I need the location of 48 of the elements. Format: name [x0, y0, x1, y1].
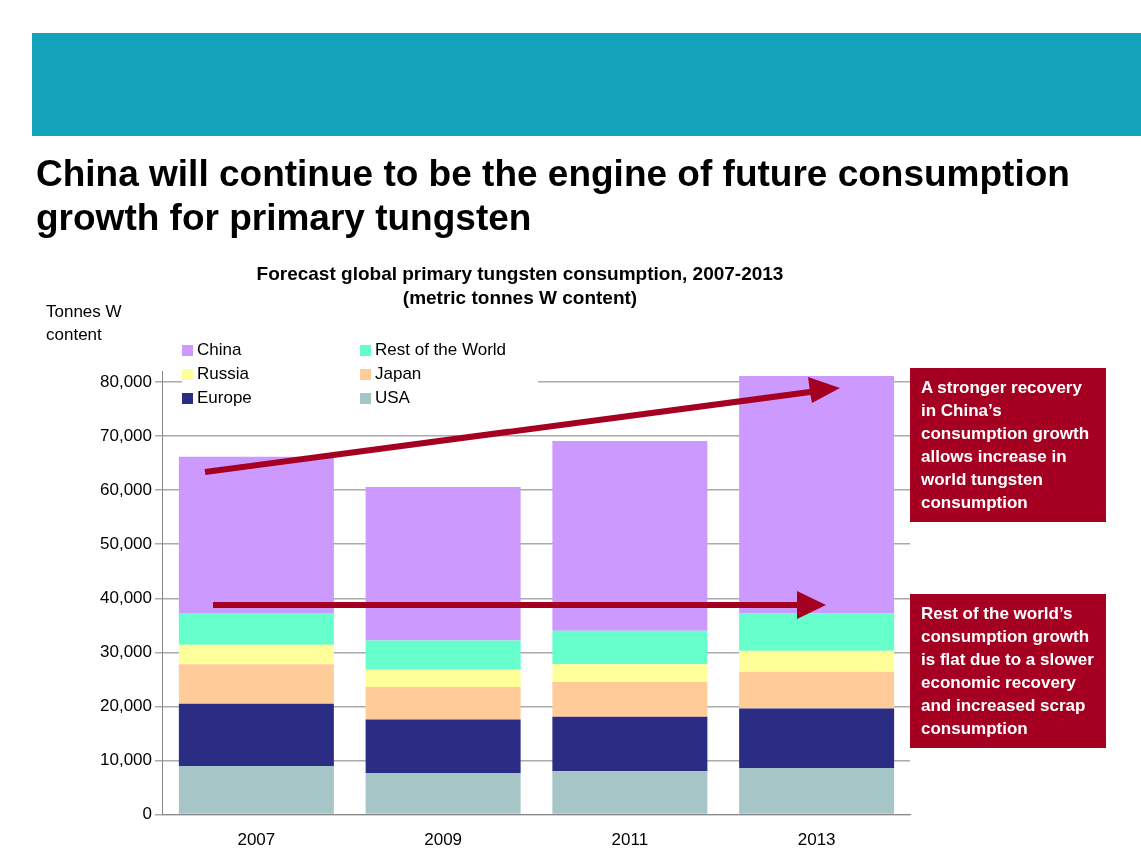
bar [552, 771, 708, 814]
chart-title: China will continue to be the engine of future consumption growth for primary tungsten [36, 152, 1071, 240]
x-tick-label: 2009 [424, 830, 463, 850]
bar [552, 716, 708, 772]
y-tick-label: 70,000 [100, 425, 152, 445]
legend-label: Europe [196, 388, 253, 408]
legend-label: Russia [196, 364, 250, 384]
legend-label: Rest of the World [374, 340, 508, 360]
y-tick-label: 60,000 [100, 479, 152, 499]
bar [178, 703, 334, 766]
bar [739, 671, 895, 709]
y-tick-label: 30,000 [100, 642, 152, 662]
text: Rest of the world’s consumption growth is flat due to a slower economic recovery and increased scrap consumption [910, 594, 1106, 748]
y-tick-label: 0 [142, 804, 152, 824]
bar [365, 669, 521, 687]
y-tick-label: 50,000 [100, 533, 152, 553]
bar [365, 486, 521, 641]
bar [552, 630, 708, 665]
legend-label: USA [374, 388, 411, 408]
legend-label: China [196, 340, 243, 360]
bar [178, 456, 334, 613]
y-tick-label: 80,000 [100, 371, 152, 391]
x-tick-label: 2011 [611, 830, 649, 850]
y-tick-label: 20,000 [100, 696, 152, 716]
text: A stronger recovery in China’s consumption growth allows increase in world tungsten consumption [910, 368, 1106, 522]
bar [739, 708, 895, 769]
bar [365, 686, 521, 720]
bar [178, 765, 334, 814]
bar [365, 640, 521, 670]
chart-subtitle: Forecast global primary tungsten consumption, 2007-2013 (metric tonnes W content) [255, 262, 785, 310]
bar [365, 719, 521, 773]
bar [178, 612, 334, 645]
bar [178, 644, 334, 665]
y-tick-label: 10,000 [100, 750, 152, 770]
x-tick-label: 2013 [797, 830, 836, 850]
legend-label: Japan [374, 364, 423, 384]
x-tick-label: 2007 [237, 830, 276, 850]
bar [739, 613, 895, 651]
bar [365, 772, 521, 814]
bar [552, 440, 708, 631]
bar [178, 664, 334, 704]
y-tick-label: 40,000 [100, 587, 152, 607]
bar [739, 768, 895, 814]
bar [739, 650, 895, 672]
bar [552, 682, 708, 717]
bar [552, 664, 708, 683]
y-axis-title: Tonnes W content [46, 301, 123, 346]
bar [739, 376, 895, 614]
